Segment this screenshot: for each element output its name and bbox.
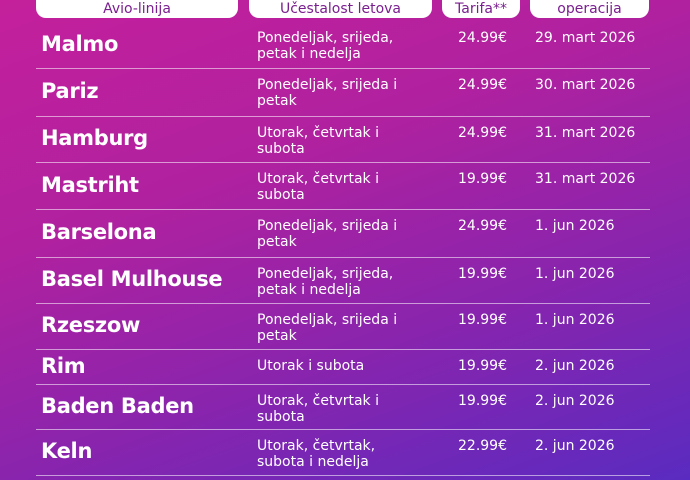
flight-frequency: Ponedeljak, srijeda, petak i nedelja [257,30,394,62]
city-name: Baden Baden [41,394,194,418]
flight-frequency: Utorak, četvrtak, subota i nedelja [257,438,376,470]
city-name: Rzeszow [41,313,141,337]
table-row: Keln Utorak, četvrtak, subota i nedelja … [36,430,650,476]
fare: 22.99€ [458,438,507,454]
start-date: 1. jun 2026 [535,312,615,328]
fare: 24.99€ [458,30,507,46]
flight-frequency: Utorak, četvrtak i subota [257,125,380,157]
city-name: Barselona [41,220,157,244]
fare: 24.99€ [458,77,507,93]
header-route: Avio-linija [36,0,238,18]
city-name: Basel Mulhouse [41,267,223,291]
header-frequency: Učestalost letova [249,0,432,18]
table-row: Baden Baden Utorak, četvrtak i subota 19… [36,385,650,430]
start-date: 1. jun 2026 [535,266,615,282]
table-row: Basel Mulhouse Ponedeljak, srijeda, peta… [36,258,650,304]
start-date: 31. mart 2026 [535,171,636,187]
fare: 24.99€ [458,218,507,234]
header-fare: Tarifa** [442,0,520,18]
header-frequency-label: Učestalost letova [279,1,402,17]
table-row: Malmo Ponedeljak, srijeda, petak i nedel… [36,22,650,69]
city-name: Mastriht [41,173,139,197]
flight-frequency: Ponedeljak, srijeda i petak [257,77,398,109]
fare: 19.99€ [458,358,507,374]
flight-frequency: Ponedeljak, srijeda i petak [257,312,398,344]
table-row: Hamburg Utorak, četvrtak i subota 24.99€… [36,117,650,163]
table-row: Mastriht Utorak, četvrtak i subota 19.99… [36,163,650,210]
header-fare-label: Tarifa** [455,1,507,17]
start-date: 31. mart 2026 [535,125,636,141]
city-name: Pariz [41,79,99,103]
table-row: Barselona Ponedeljak, srijeda i petak 24… [36,210,650,258]
start-date: 2. jun 2026 [535,438,615,454]
flight-frequency: Utorak, četvrtak i subota [257,393,380,425]
table-row: Rim Utorak i subota 19.99€ 2. jun 2026 [36,350,650,385]
fare: 24.99€ [458,125,507,141]
city-name: Hamburg [41,126,148,150]
city-name: Keln [41,439,93,463]
flight-frequency: Utorak, četvrtak i subota [257,171,380,203]
city-name: Malmo [41,32,119,56]
flight-frequency: Ponedeljak, srijeda, petak i nedelja [257,266,394,298]
fare: 19.99€ [458,171,507,187]
start-date: 2. jun 2026 [535,393,615,409]
start-date: 29. mart 2026 [535,30,636,46]
flight-frequency: Ponedeljak, srijeda i petak [257,218,398,250]
table-row: Rzeszow Ponedeljak, srijeda i petak 19.9… [36,304,650,350]
start-date: 30. mart 2026 [535,77,636,93]
fare: 19.99€ [458,266,507,282]
city-name: Rim [41,354,86,378]
header-start: Početak operacija [530,0,649,18]
start-date: 1. jun 2026 [535,218,615,234]
fare: 19.99€ [458,393,507,409]
fare: 19.99€ [458,312,507,328]
start-date: 2. jun 2026 [535,358,615,374]
table-row: Pariz Ponedeljak, srijeda i petak 24.99€… [36,69,650,117]
header-route-label: Avio-linija [103,1,171,17]
flight-frequency: Utorak i subota [257,358,365,374]
header-start-label: Početak operacija [557,0,622,17]
